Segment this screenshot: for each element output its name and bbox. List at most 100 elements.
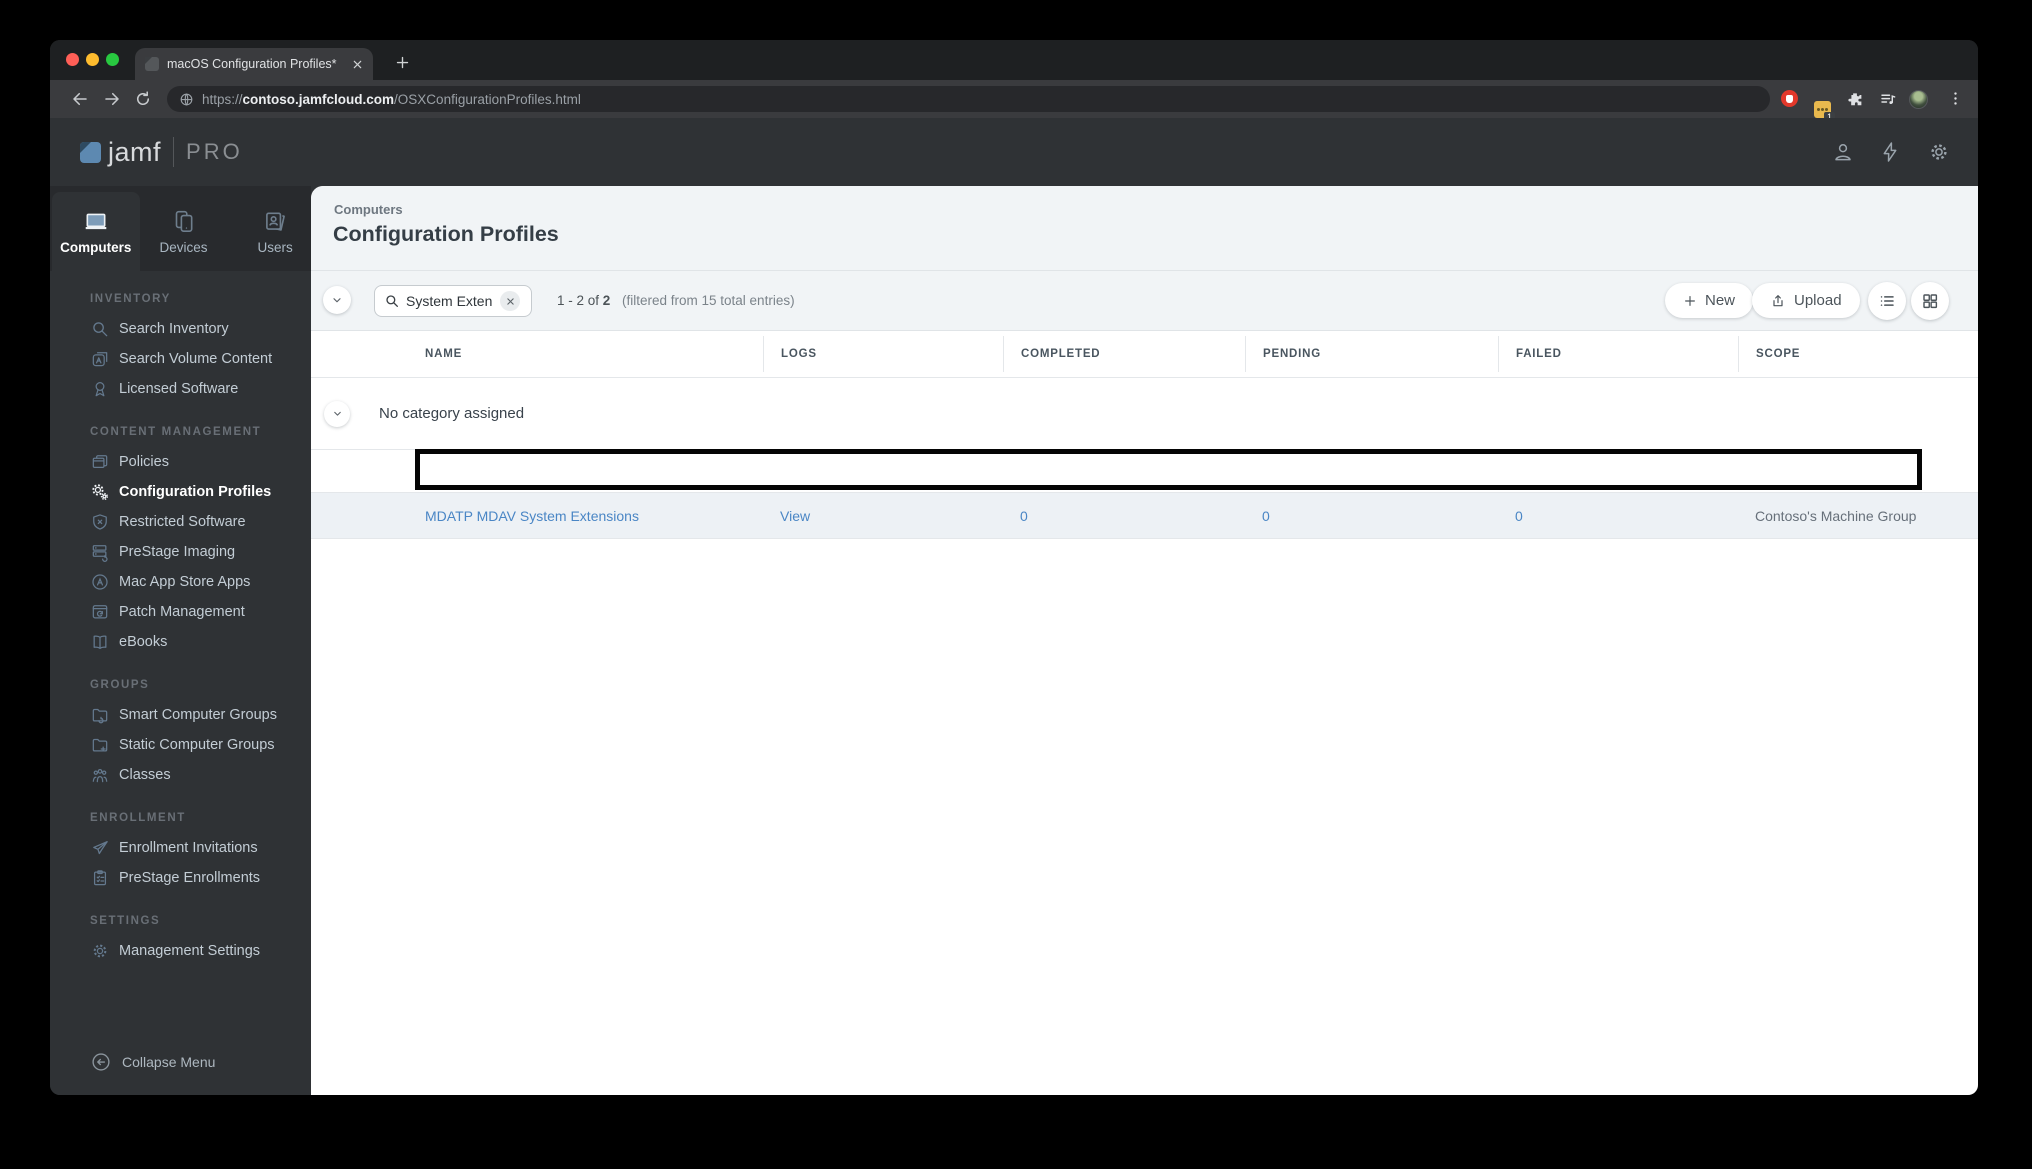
sidebar-item-search-inventory[interactable]: Search Inventory <box>50 314 311 344</box>
quick-actions-icon[interactable] <box>1878 140 1902 164</box>
failed-count[interactable]: 0 <box>1515 507 1523 524</box>
result-count: 1 - 2 of 2 <box>557 293 610 308</box>
sidebar-item-label: eBooks <box>119 634 168 650</box>
result-count-range: 1 - 2 of <box>557 293 600 308</box>
globe-icon <box>180 92 193 106</box>
collapse-menu-button[interactable]: Collapse Menu <box>90 1051 215 1073</box>
server-refresh-icon <box>92 545 108 562</box>
column-header-scope[interactable]: SCOPE <box>1738 336 1938 372</box>
open-book-icon <box>93 635 107 649</box>
upload-button[interactable]: Upload <box>1752 283 1860 318</box>
sidebar-tab-label: Computers <box>60 239 132 255</box>
new-tab-button[interactable] <box>388 48 416 76</box>
new-button[interactable]: New <box>1665 283 1754 318</box>
tab-close-icon[interactable] <box>352 59 363 70</box>
table-row[interactable]: MDATP MDAV System Extensions View 0 0 0 … <box>311 492 1978 539</box>
profile-name-link[interactable]: MDATP MDAV System Extensions <box>425 507 639 524</box>
column-header-name[interactable]: NAME <box>425 348 463 360</box>
logs-link[interactable]: View <box>780 507 811 524</box>
grid-view-button[interactable] <box>1911 282 1949 320</box>
clear-search-button[interactable] <box>500 291 520 311</box>
clipboard-list-icon <box>93 870 107 886</box>
sidebar: Computers Devices Users INVENTORY Search… <box>50 186 311 1095</box>
back-icon[interactable] <box>71 90 89 108</box>
group-collapse-button[interactable] <box>324 400 350 427</box>
sidebar-item-licensed-software[interactable]: Licensed Software <box>50 374 311 404</box>
account-icon[interactable] <box>1831 140 1855 164</box>
pending-count[interactable]: 0 <box>1262 507 1270 524</box>
laptop-icon <box>85 213 107 229</box>
browser-tab-strip: macOS Configuration Profiles* <box>50 40 1978 80</box>
reload-icon[interactable] <box>134 90 152 108</box>
list-view-button[interactable] <box>1868 282 1906 320</box>
sidebar-item-prestage-enrollments[interactable]: PreStage Enrollments <box>50 863 311 893</box>
sidebar-item-label: PreStage Enrollments <box>119 870 261 886</box>
sidebar-item-static-computer-groups[interactable]: Static Computer Groups <box>50 730 311 760</box>
column-header-logs[interactable]: LOGS <box>763 336 1003 372</box>
sidebar-menu: INVENTORY Search Inventory Search Volume… <box>50 271 311 1095</box>
scope-cell: Contoso's Machine Group <box>1755 507 1917 524</box>
close-window-button[interactable] <box>66 53 79 66</box>
kebab-menu-icon[interactable] <box>1947 90 1964 107</box>
sidebar-item-patch-management[interactable]: Patch Management <box>50 597 311 627</box>
main-content: Computers Configuration Profiles 1 - 2 o… <box>311 186 1978 1095</box>
people-group-icon <box>92 768 108 783</box>
column-header-failed[interactable]: FAILED <box>1498 336 1738 372</box>
sidebar-item-ebooks[interactable]: eBooks <box>50 627 311 657</box>
chevron-down-icon <box>333 298 341 303</box>
row-divider <box>311 449 415 450</box>
sidebar-tab-users[interactable]: Users <box>239 192 311 271</box>
settings-gear-icon[interactable] <box>1927 140 1951 164</box>
zoom-window-button[interactable] <box>106 53 119 66</box>
sidebar-item-restricted-software[interactable]: Restricted Software <box>50 507 311 537</box>
search-icon <box>386 295 398 307</box>
grid-view-icon <box>1923 294 1938 309</box>
extensions-puzzle-icon[interactable] <box>1846 90 1864 108</box>
brand-separator <box>173 137 175 167</box>
sidebar-item-mac-app-store-apps[interactable]: Mac App Store Apps <box>50 567 311 597</box>
folder-refresh-icon <box>92 708 108 724</box>
forward-icon[interactable] <box>103 90 121 108</box>
header-divider <box>311 270 1978 271</box>
app-body: Computers Devices Users INVENTORY Search… <box>50 186 1978 1095</box>
sidebar-item-search-volume-content[interactable]: Search Volume Content <box>50 344 311 374</box>
sidebar-section-enrollment: ENROLLMENT <box>90 812 186 824</box>
highlighted-row[interactable] <box>415 449 1922 490</box>
notes-extension-icon[interactable]: 1 <box>1814 100 1835 123</box>
sidebar-item-configuration-profiles[interactable]: Configuration Profiles <box>50 477 311 507</box>
minimize-window-button[interactable] <box>86 53 99 66</box>
sidebar-item-classes[interactable]: Classes <box>50 760 311 790</box>
sidebar-tab-computers[interactable]: Computers <box>52 192 140 271</box>
filtered-note: (filtered from 15 total entries) <box>622 293 795 308</box>
jamf-logo-icon <box>80 141 101 163</box>
browser-window: macOS Configuration Profiles* https://co… <box>50 40 1978 1095</box>
search-input[interactable] <box>406 293 494 309</box>
upload-icon <box>1773 294 1783 306</box>
sidebar-item-smart-computer-groups[interactable]: Smart Computer Groups <box>50 700 311 730</box>
playlist-extension-icon[interactable] <box>1879 90 1897 108</box>
sidebar-item-management-settings[interactable]: Management Settings <box>50 936 311 966</box>
sidebar-tab-devices[interactable]: Devices <box>148 192 220 271</box>
address-bar[interactable]: https://contoso.jamfcloud.com/OSXConfigu… <box>167 86 1770 112</box>
column-header-pending[interactable]: PENDING <box>1245 336 1498 372</box>
sidebar-item-enrollment-invitations[interactable]: Enrollment Invitations <box>50 833 311 863</box>
sidebar-tab-label: Devices <box>159 239 208 255</box>
sidebar-item-label: Patch Management <box>119 604 245 620</box>
browser-tab[interactable]: macOS Configuration Profiles* <box>135 48 373 80</box>
column-header-completed[interactable]: COMPLETED <box>1003 336 1245 372</box>
arrow-left-circle-icon <box>92 1053 110 1071</box>
mobile-devices-icon <box>176 210 193 232</box>
sidebar-item-policies[interactable]: Policies <box>50 447 311 477</box>
paper-plane-icon <box>93 841 108 855</box>
extension-badge: 1 <box>1823 111 1835 123</box>
profile-avatar[interactable] <box>1909 90 1928 109</box>
adblock-extension-icon[interactable] <box>1781 90 1798 107</box>
completed-count[interactable]: 0 <box>1020 507 1028 524</box>
sidebar-section-groups: GROUPS <box>90 679 150 691</box>
breadcrumb[interactable]: Computers <box>334 202 403 217</box>
volume-content-icon <box>92 352 108 367</box>
plus-icon <box>396 56 408 68</box>
filter-expand-button[interactable] <box>323 286 351 314</box>
sidebar-item-prestage-imaging[interactable]: PreStage Imaging <box>50 537 311 567</box>
traffic-lights <box>66 53 119 66</box>
